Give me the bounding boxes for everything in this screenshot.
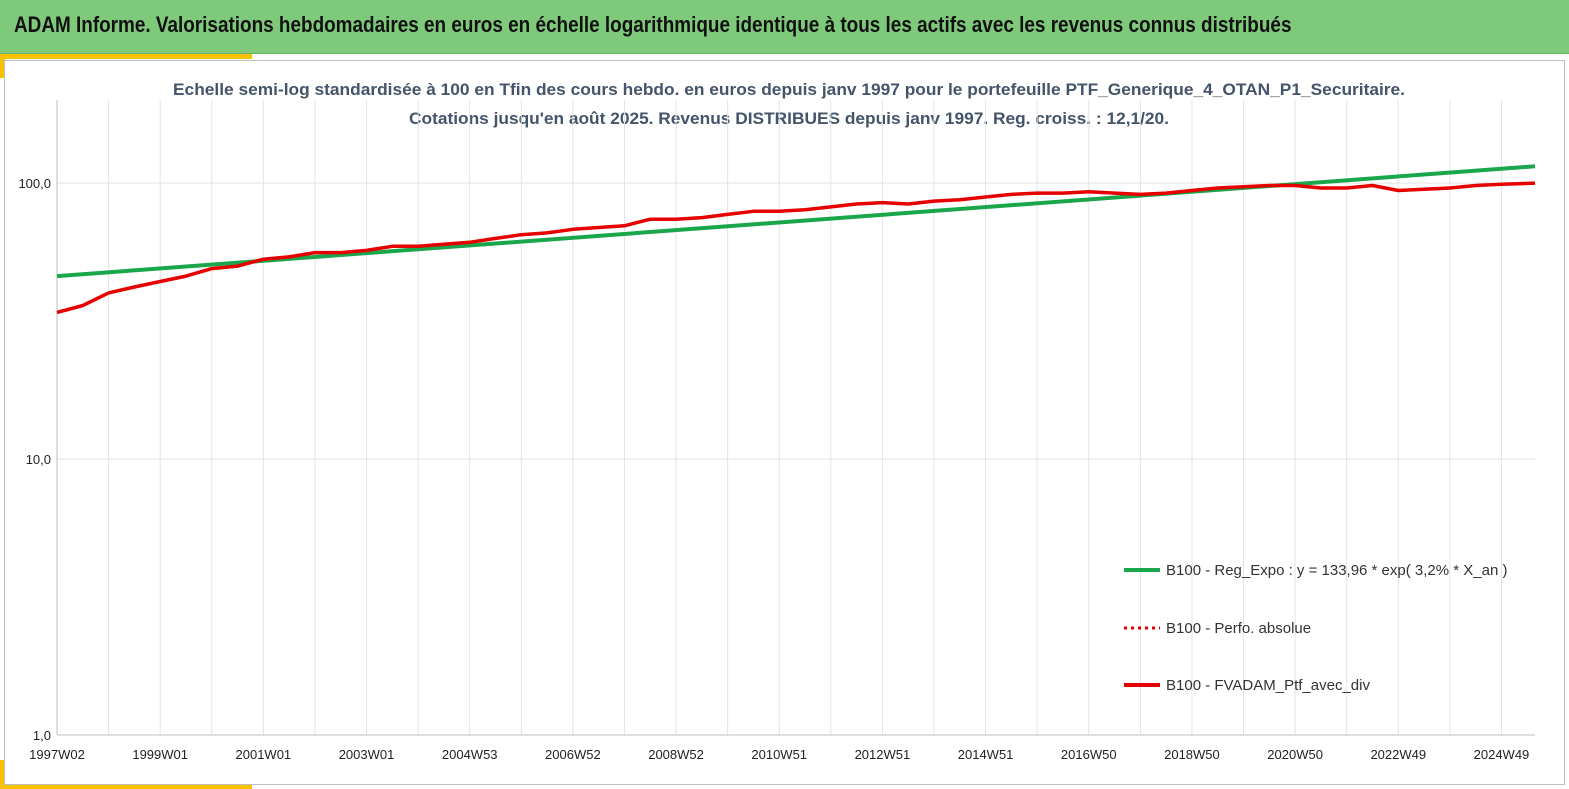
chart-title-line-2: Cotations jusqu'en août 2025. Revenus DI… [409,109,1169,128]
accent-bar-bottom [0,784,252,789]
x-tick-label: 2006W52 [545,747,601,762]
accent-bar-left-top [0,54,5,78]
grid [56,100,1535,736]
legend-label-perfo: B100 - Perfo. absolue [1166,620,1311,637]
x-tick-label: 1997W02 [29,747,85,762]
x-tick-label: 2014W51 [958,747,1014,762]
accent-bar-top [0,54,252,59]
series-line-portfolio [56,181,1536,315]
legend-label-regression: B100 - Reg_Expo : y = 133,96 * exp( 3,2%… [1166,562,1507,579]
y-tick-label: 100,0 [18,176,51,191]
x-tick-label: 2010W51 [751,747,807,762]
x-tick-label: 2022W49 [1370,747,1426,762]
y-tick-label: 1,0 [33,728,51,743]
chart-title: Echelle semi-log standardisée à 100 en T… [173,80,1405,128]
header-banner: ADAM Informe. Valorisations hebdomadaire… [0,0,1569,54]
accent-bar-left-bottom [0,760,5,789]
axes: 1,0 10,0 100,0 1997W02 1999W01 2001W01 2003W01… [18,100,1535,762]
chart-frame [4,60,1565,785]
x-tick-label: 2003W01 [339,747,395,762]
x-tick-label: 2016W50 [1061,747,1117,762]
x-tick-label: 2020W50 [1267,747,1323,762]
chart-title-line-1: Echelle semi-log standardisée à 100 en T… [173,80,1405,99]
x-tick-label: 2018W50 [1164,747,1220,762]
x-tick-label: 2004W53 [442,747,498,762]
legend: B100 - Reg_Expo : y = 133,96 * exp( 3,2%… [1124,562,1507,694]
page-title: ADAM Informe. Valorisations hebdomadaire… [14,12,1292,37]
x-tick-label: 2024W49 [1474,747,1530,762]
legend-label-portfolio: B100 - FVADAM_Ptf_avec_div [1166,677,1370,694]
x-tick-label: 2008W52 [648,747,704,762]
x-tick-label: 2012W51 [855,747,911,762]
series [56,164,1536,315]
x-tick-label: 2001W01 [236,747,292,762]
x-tick-label: 1999W01 [132,747,188,762]
y-tick-label: 10,0 [26,452,51,467]
